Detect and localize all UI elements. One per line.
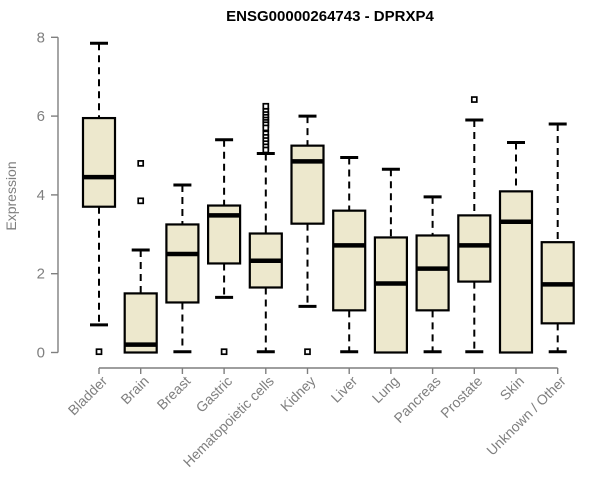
box-iqr <box>498 190 534 354</box>
box-iqr <box>332 209 367 312</box>
boxplot-brain <box>123 160 158 354</box>
outlier-point-0 <box>95 348 103 356</box>
box-iqr <box>415 234 450 312</box>
x-category-label-unknown-other: Unknown / Other <box>483 373 569 459</box>
y-tick-label-6: 6 <box>37 108 45 125</box>
y-tick-label-0: 0 <box>37 345 45 362</box>
outlier-point-13 <box>262 146 270 154</box>
boxplot-liver <box>332 155 367 354</box>
x-category-label-brain: Brain <box>117 373 151 407</box>
boxplot-hematopoietic-cells <box>248 102 283 354</box>
x-category-label-lung: Lung <box>369 373 402 406</box>
x-category-label-liver: Liver <box>328 373 361 406</box>
boxplot-skin <box>498 140 534 354</box>
boxplot-breast <box>165 183 200 354</box>
outlier-point-1 <box>137 197 145 205</box>
box-iqr <box>290 144 325 225</box>
box-iqr <box>373 236 408 354</box>
boxplot-prostate <box>457 96 492 354</box>
outlier-point-7 <box>262 124 270 132</box>
y-tick-label-4: 4 <box>37 187 45 204</box>
chart-title: ENSG00000264743 - DPRXP4 <box>226 8 434 25</box>
box-iqr <box>457 214 492 283</box>
y-tick-label-8: 8 <box>37 29 45 46</box>
x-category-label-kidney: Kidney <box>277 373 319 415</box>
outlier-point-0 <box>220 348 228 356</box>
box-iqr <box>81 116 117 208</box>
boxes-layer <box>81 41 575 356</box>
outlier-point-0 <box>470 96 478 103</box>
y-tick-label-2: 2 <box>37 266 45 283</box>
boxplot-kidney <box>290 114 325 356</box>
box-iqr <box>165 223 200 304</box>
boxplot-gastric <box>207 138 242 356</box>
outlier-point-0 <box>304 348 311 356</box>
boxplot-unknown-other <box>540 122 575 354</box>
outlier-point-0 <box>137 160 145 167</box>
boxplot-pancreas <box>415 195 450 354</box>
boxplot-bladder <box>81 41 117 356</box>
x-category-label-bladder: Bladder <box>65 373 111 419</box>
y-axis-label: Expression <box>3 161 19 230</box>
x-category-label-breast: Breast <box>154 373 194 413</box>
x-category-label-skin: Skin <box>497 373 528 404</box>
x-category-label-prostate: Prostate <box>437 373 485 421</box>
boxplot-lung <box>373 167 408 354</box>
outlier-point-0 <box>262 102 270 110</box>
